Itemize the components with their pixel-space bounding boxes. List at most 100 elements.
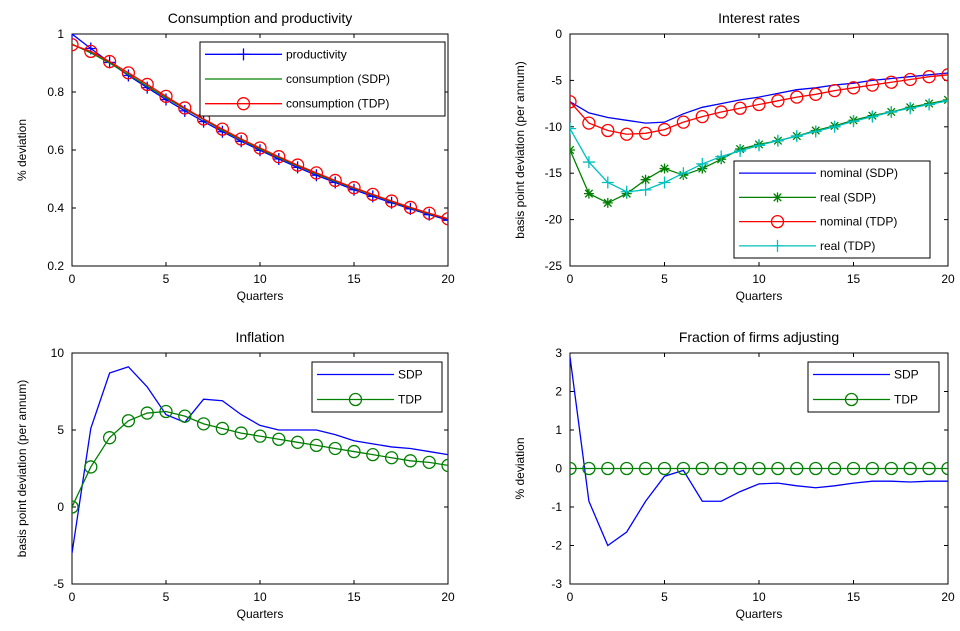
x-axis-label: Quarters	[237, 607, 284, 621]
data-point	[942, 94, 948, 107]
data-point	[582, 461, 596, 476]
data-point	[328, 441, 342, 456]
y-tick-label: 1	[555, 423, 562, 437]
y-tick-label: 1	[57, 27, 64, 41]
legend: SDP TDP	[807, 361, 940, 413]
data-point	[752, 97, 766, 112]
data-point	[790, 130, 803, 143]
data-point	[904, 102, 917, 115]
x-tick-label: 0	[69, 272, 76, 286]
data-point	[620, 461, 634, 476]
data-point	[72, 38, 79, 52]
y-tick-label: -2	[551, 539, 562, 553]
data-point	[602, 197, 613, 208]
legend: SDP TDP	[311, 361, 443, 413]
legend-marker	[770, 214, 785, 229]
data-point	[640, 174, 651, 185]
x-tick-label: 10	[253, 272, 267, 286]
data-point	[570, 95, 577, 109]
legend-label: SDP	[398, 368, 423, 382]
y-tick-label: 0	[555, 27, 562, 41]
data-point	[570, 145, 575, 155]
chart-title: Interest rates	[718, 10, 800, 26]
series-sdp	[570, 356, 948, 547]
data-point	[771, 94, 785, 108]
data-point	[178, 409, 192, 423]
data-point	[695, 461, 709, 476]
legend-marker	[844, 392, 859, 407]
data-point	[570, 122, 576, 135]
y-tick-label: 10	[51, 346, 65, 360]
data-point	[771, 461, 785, 476]
y-tick-label: 0	[555, 462, 562, 476]
data-point	[941, 461, 948, 476]
x-tick-label: 15	[847, 590, 861, 604]
data-point	[827, 461, 842, 476]
data-point	[403, 454, 418, 468]
data-point	[657, 122, 672, 137]
legend-label: real (SDP)	[820, 190, 876, 204]
data-point	[865, 461, 880, 476]
panel-4: 0 5 10 15 20 -3 -2 -1 0 1 2 3 Fraction of firms adju…	[513, 329, 955, 621]
x-tick-label: 20	[941, 590, 955, 604]
legend: nominal (SDP) real (SDP) nominal (TDP) real…	[733, 160, 931, 259]
data-point	[866, 110, 879, 123]
x-tick-label: 15	[847, 272, 861, 286]
legend-label: real (TDP)	[820, 239, 875, 253]
data-point	[72, 500, 79, 514]
chart-title: Consumption and productivity	[168, 10, 352, 26]
x-tick-label: 5	[661, 272, 668, 286]
data-point	[676, 115, 691, 129]
data-point	[677, 167, 690, 180]
data-point	[582, 116, 596, 130]
data-point	[178, 101, 192, 115]
data-point	[846, 461, 861, 476]
data-point	[290, 435, 305, 449]
y-tick-label: 3	[555, 346, 562, 360]
data-point	[366, 447, 380, 462]
data-point	[771, 134, 784, 147]
data-point	[658, 176, 671, 189]
data-point	[790, 461, 804, 476]
data-point	[638, 126, 653, 140]
x-tick-label: 20	[441, 272, 455, 286]
data-point	[159, 404, 173, 419]
x-tick-label: 15	[347, 272, 361, 286]
legend-marker	[348, 392, 363, 407]
data-point	[847, 115, 860, 128]
x-tick-label: 20	[441, 590, 455, 604]
data-point	[601, 176, 614, 189]
data-point	[403, 200, 418, 215]
legend-marker	[772, 192, 783, 203]
legend-label: TDP	[894, 393, 918, 407]
data-point	[659, 163, 670, 174]
x-tick-label: 15	[347, 590, 361, 604]
data-point	[657, 461, 672, 476]
data-point	[752, 461, 766, 476]
x-tick-label: 5	[661, 590, 668, 604]
data-point	[884, 461, 898, 476]
y-axis-label: % deviation	[15, 119, 29, 181]
series-tdp	[72, 404, 448, 514]
data-point	[570, 461, 577, 476]
data-point	[272, 150, 286, 164]
y-tick-label: 5	[57, 423, 64, 437]
data-point	[121, 66, 136, 80]
data-point	[923, 98, 936, 111]
data-point	[941, 68, 948, 82]
data-point	[140, 77, 154, 92]
data-point	[734, 144, 747, 157]
data-point	[442, 214, 448, 227]
legend-label: SDP	[894, 368, 919, 382]
data-point	[196, 417, 211, 431]
x-tick-label: 10	[752, 272, 766, 286]
data-point	[384, 451, 399, 465]
y-tick-label: -5	[551, 73, 562, 87]
data-point	[638, 461, 653, 476]
series-real-tdp-	[570, 94, 948, 198]
data-point	[639, 183, 652, 196]
data-point	[583, 188, 594, 199]
data-point	[441, 458, 448, 473]
data-point	[620, 127, 634, 141]
y-axis-label: % deviation	[513, 437, 527, 499]
